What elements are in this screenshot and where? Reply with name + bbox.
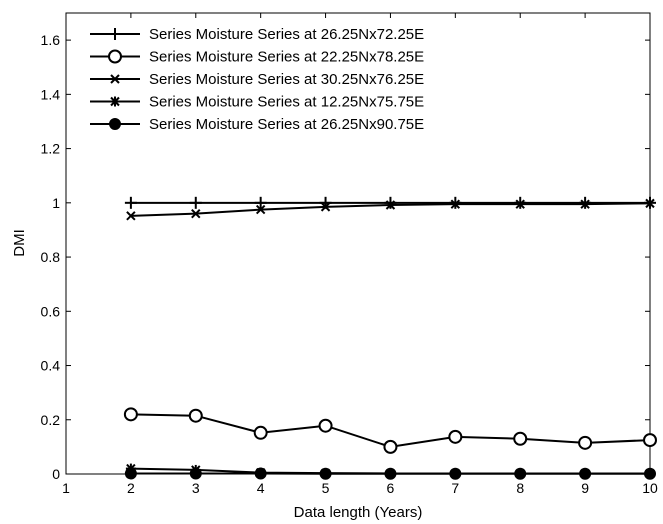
x-marker-b [110, 74, 120, 84]
y-tick-label: 1 [52, 195, 60, 211]
x-marker-b [580, 199, 590, 209]
y-tick-label: 1.2 [41, 141, 61, 157]
x-marker [515, 199, 525, 209]
x-tick-label: 3 [192, 480, 200, 496]
x-marker [191, 208, 201, 219]
series-layer [123, 196, 657, 480]
y-tick-label: 0.6 [41, 303, 61, 319]
circle-open-marker [188, 408, 203, 423]
y-tick-label: 1.4 [41, 86, 61, 102]
x-marker [126, 211, 136, 221]
circle-filled-marker [579, 467, 592, 480]
x-marker [450, 199, 461, 209]
circle-open-marker [123, 407, 138, 422]
x-marker-b [126, 211, 136, 221]
plus-marker [254, 196, 267, 209]
x-tick-label: 4 [257, 480, 265, 496]
star-marker-b [110, 96, 120, 107]
y-tick-label: 0.2 [41, 412, 61, 428]
circle-filled-marker [254, 467, 267, 480]
x-marker [385, 200, 396, 210]
legend-entry: Series Moisture Series at 12.25Nx75.75E [90, 94, 424, 111]
x-tick-label: 2 [127, 480, 135, 496]
x-axis-label: Data length (Years) [294, 504, 423, 521]
plus-marker [109, 28, 121, 40]
plus-marker [189, 196, 202, 209]
y-axis-label: DMI [11, 229, 28, 257]
x-marker [255, 204, 266, 215]
x-marker-b [255, 204, 266, 215]
circle-open-marker [318, 418, 333, 433]
circle-filled-marker [124, 467, 137, 480]
circle-open-marker [513, 431, 528, 446]
plus-marker [124, 196, 137, 209]
x-marker-b [515, 199, 525, 209]
legend-label: Series Moisture Series at 12.25Nx75.75E [149, 94, 424, 111]
y-tick-label: 0.8 [41, 249, 61, 265]
series-5 [124, 467, 656, 480]
x-marker [320, 202, 331, 212]
x-marker-b [385, 200, 396, 210]
circle-filled-marker [449, 467, 462, 480]
x-tick-label: 10 [642, 480, 658, 496]
y-tick-label: 1.6 [41, 32, 61, 48]
legend-entry: Series Moisture Series at 22.25Nx78.25E [90, 49, 424, 66]
x-tick-label: 7 [451, 480, 459, 496]
series-2 [123, 407, 657, 454]
x-tick-label: 5 [322, 480, 330, 496]
circle-open-marker [108, 49, 122, 64]
legend-entry: Series Moisture Series at 26.25Nx72.25E [90, 26, 424, 43]
x-marker-b [320, 202, 331, 212]
series-3 [126, 198, 655, 221]
x-marker-b [645, 198, 655, 209]
x-marker [580, 199, 590, 209]
circle-open-marker [578, 435, 593, 450]
legend-label: Series Moisture Series at 26.25Nx72.25E [149, 26, 424, 43]
plot-area [65, 12, 651, 475]
legend: Series Moisture Series at 26.25Nx72.25E S… [90, 26, 424, 133]
circle-filled-marker [514, 467, 527, 480]
star-marker [110, 96, 120, 107]
circle-open-marker [448, 429, 463, 444]
circle-open-marker [383, 439, 398, 454]
x-tick-label: 6 [387, 480, 395, 496]
plus-marker [384, 196, 397, 209]
axis-ticks: 1 2 3 4 5 6 7 8 9 10 0 0.2 0.4 0.6 0.8 1 1.2 1.4 1.6 [41, 13, 658, 496]
x-tick-label: 8 [516, 480, 524, 496]
legend-label: Series Moisture Series at 30.25Nx76.25E [149, 71, 424, 88]
circle-filled-marker [384, 467, 397, 480]
x-marker-b [450, 199, 461, 209]
legend-label: Series Moisture Series at 26.25Nx90.75E [149, 116, 424, 133]
legend-entry: Series Moisture Series at 30.25Nx76.25E [90, 71, 424, 88]
x-marker-b [191, 208, 201, 219]
legend-entry: Series Moisture Series at 26.25Nx90.75E [90, 116, 424, 133]
x-marker [110, 74, 120, 84]
x-tick-label: 9 [581, 480, 589, 496]
x-marker [645, 198, 655, 209]
y-tick-label: 0 [52, 466, 60, 482]
legend-label: Series Moisture Series at 22.25Nx78.25E [149, 49, 424, 66]
y-tick-label: 0.4 [41, 358, 61, 374]
circle-open-marker [253, 425, 268, 440]
circle-filled-marker [644, 467, 656, 480]
circle-filled-marker [109, 118, 121, 130]
x-tick-label: 1 [62, 480, 70, 496]
circle-open-marker [643, 433, 657, 448]
circle-filled-marker [189, 467, 202, 480]
circle-filled-marker [319, 467, 332, 480]
